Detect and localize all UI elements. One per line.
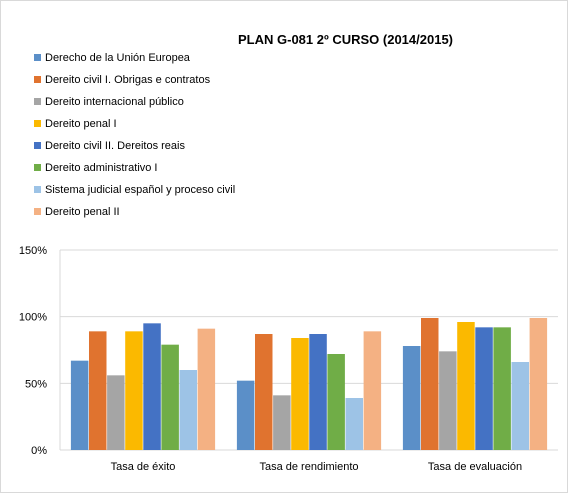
bar: [475, 327, 493, 450]
bar: [255, 334, 273, 450]
chart-title: PLAN G-081 2º CURSO (2014/2015): [238, 32, 454, 47]
legend-label: Sistema judicial español y proceso civil: [45, 184, 236, 196]
legend-label: Dereito administrativo I: [45, 162, 158, 174]
legend-item: Dereito administrativo I: [34, 157, 235, 179]
legend-item: Dereito civil I. Obrigas e contratos: [34, 69, 235, 91]
y-tick-label: 50%: [25, 378, 47, 390]
x-tick-label: Tasa de rendimiento: [259, 461, 358, 473]
bar: [402, 346, 421, 450]
bar: [273, 395, 291, 450]
bar: [89, 331, 107, 450]
bar: [309, 334, 327, 450]
legend-label: Dereito penal I: [45, 118, 117, 130]
bar: [327, 354, 345, 450]
legend-swatch: [34, 75, 41, 83]
bar: [107, 375, 125, 450]
legend-swatch: [34, 53, 41, 61]
y-tick-label: 150%: [19, 245, 47, 257]
legend-item: Dereito internacional público: [34, 91, 235, 113]
legend-label: Dereito civil II. Dereitos reais: [45, 140, 185, 152]
bar: [291, 338, 309, 450]
legend-item: Dereito penal I: [34, 113, 235, 135]
legend-item: Derecho de la Unión Europea: [34, 47, 235, 69]
legend-item: Sistema judicial español y proceso civil: [34, 179, 235, 201]
bar: [236, 380, 255, 450]
bar: [457, 322, 475, 450]
legend-swatch: [34, 119, 41, 127]
legend-item: Dereito penal II: [34, 201, 235, 223]
legend-swatch: [34, 163, 41, 171]
legend-swatch: [34, 185, 41, 193]
legend-label: Derecho de la Unión Europea: [45, 52, 190, 64]
legend-item: Dereito civil II. Dereitos reais: [34, 135, 235, 157]
legend-label: Dereito internacional público: [45, 96, 184, 108]
legend-swatch: [34, 207, 41, 215]
bar: [511, 362, 529, 450]
bar: [143, 323, 161, 450]
y-tick-label: 100%: [19, 312, 47, 324]
x-tick-label: Tasa de evaluación: [428, 461, 522, 473]
bar: [179, 370, 197, 450]
legend: Derecho de la Unión Europea Dereito civi…: [34, 47, 235, 223]
bar: [161, 344, 179, 450]
bar: [70, 360, 89, 450]
bar: [363, 331, 382, 450]
bar: [439, 351, 457, 450]
x-tick-label: Tasa de éxito: [111, 461, 176, 473]
legend-swatch: [34, 97, 41, 105]
legend-swatch: [34, 141, 41, 149]
bar: [493, 327, 511, 450]
bar: [345, 398, 363, 450]
bar: [197, 328, 216, 450]
bar: [421, 318, 439, 450]
legend-label: Dereito civil I. Obrigas e contratos: [45, 74, 211, 86]
bar: [529, 318, 548, 450]
y-tick-label: 0%: [31, 445, 47, 457]
bar: [125, 331, 143, 450]
legend-label: Dereito penal II: [45, 206, 120, 218]
